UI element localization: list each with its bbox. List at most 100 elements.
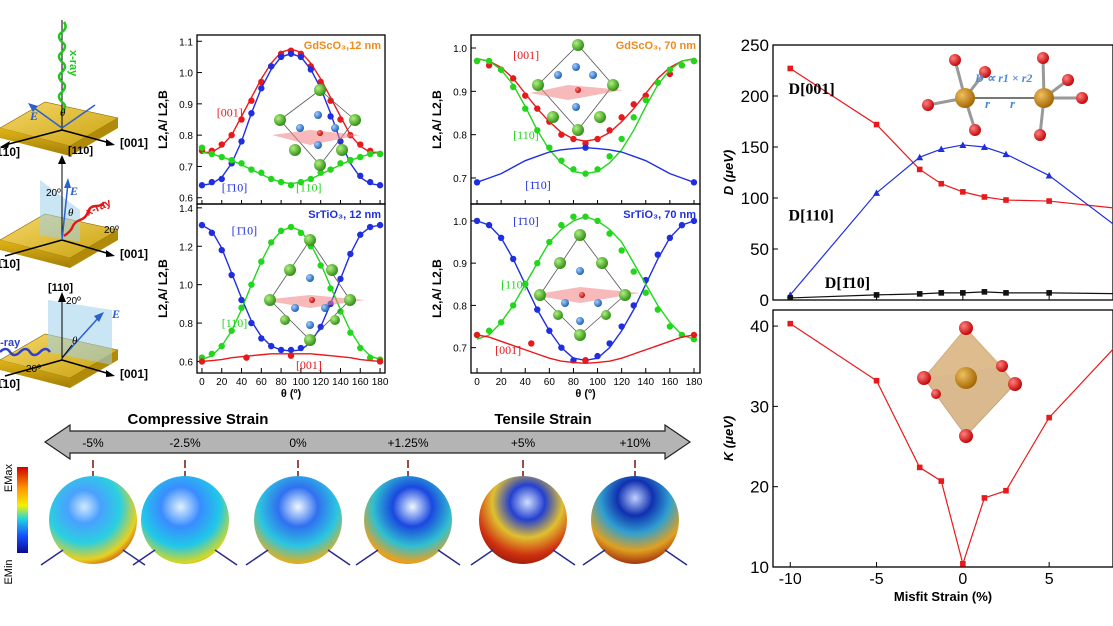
k-vs-strain-xtick-label: 0 — [958, 571, 967, 588]
srtio3-12-point — [277, 227, 285, 235]
gdsco3-70-series-label: [1̄10] — [525, 178, 551, 192]
dir-110-label-2: [110] — [68, 145, 93, 157]
plot-srtio3-12nm: 0.6 0.8 1.0 1.2 1.4 0 20 40 60 80 100 120 140 160 180 L… — [156, 203, 389, 400]
dir-001-label-3: [001] — [120, 367, 148, 381]
srtio3-70-point — [497, 319, 505, 326]
d-vs-strain-point — [981, 289, 988, 295]
srtio3-12-point — [287, 346, 295, 354]
srtio3-12-point — [208, 350, 216, 357]
k-vs-strain-point — [873, 377, 880, 384]
srtio3-70-point — [678, 221, 686, 229]
k-vs-strain-ytick-label: 10 — [750, 558, 769, 577]
srtio3-12-xlabel: θ (º) — [281, 388, 302, 400]
gdsco3-70-ytick-label: 0.8 — [453, 131, 467, 142]
strain-value-label: +1.25% — [387, 436, 428, 450]
colorbar: EMax EMin — [3, 463, 28, 585]
srtio3-70-xtick-label: 80 — [568, 377, 580, 388]
srtio3-70-point — [570, 213, 577, 220]
gdsco3-12-point — [277, 178, 285, 186]
d-vs-strain-point — [873, 121, 880, 128]
k-vs-strain-xtick-label: 5 — [1045, 571, 1054, 588]
gdsco3-70-point — [558, 157, 565, 164]
srtio3-70-ytick-label: 0.9 — [453, 259, 467, 270]
strain-value-label: -2.5% — [169, 436, 201, 450]
srtio3-70-series-label: [001] — [495, 343, 521, 357]
energy-sphere — [591, 476, 679, 564]
srtio3-70-point — [630, 268, 637, 275]
plot-gdsco3-12nm: 0.6 0.7 0.8 0.9 1.0 1.1 L2,A/ L2,B GdScO₃,12 nm… — [156, 34, 386, 205]
srtio3-12-xtick-label: 60 — [256, 377, 268, 388]
gdsco3-12-point — [198, 144, 206, 151]
srtio3-70-point — [666, 234, 674, 241]
srtio3-70-point — [606, 340, 613, 347]
gdsco3-12-series-label: [1̄10] — [222, 180, 248, 194]
gdsco3-12-point — [238, 116, 245, 123]
gdsco3-70-point — [570, 135, 577, 143]
d-vs-strain-point — [980, 143, 988, 150]
gdsco3-12-point — [228, 131, 235, 139]
srtio3-12-point — [317, 323, 324, 331]
srtio3-12-point — [366, 223, 374, 231]
d-vs-strain-point — [1002, 150, 1010, 158]
gdsco3-12-point — [218, 141, 225, 148]
r1-label: r — [985, 96, 991, 111]
srtio3-70-xtick-label: 0 — [474, 377, 480, 388]
srtio3-12-ytick-label: 0.8 — [179, 319, 193, 330]
gdsco3-12-ytick-label: 0.7 — [179, 162, 193, 173]
compressive-strain-label: Compressive Strain — [128, 411, 269, 428]
srtio3-12-xtick-label: 180 — [372, 377, 389, 388]
tensile-strain-label: Tensile Strain — [494, 411, 591, 428]
dir-1m10-label-1: [1̄10] — [0, 145, 20, 159]
srtio3-12-point — [327, 285, 334, 292]
d-vs-strain-point — [916, 291, 923, 297]
geometry-sketch-3: x-ray [110] 20º E θ 20º [001] [1̄10] — [0, 282, 148, 391]
k-vs-strain-point — [916, 464, 923, 471]
gdsco3-70-point — [666, 66, 674, 73]
d-vs-strain-ylabel: D (μeV) — [721, 150, 736, 195]
gdsco3-70-point — [642, 96, 649, 104]
srtio3-12-point — [357, 344, 364, 352]
srtio3-70-point — [666, 323, 674, 330]
gdsco3-12-point — [357, 141, 364, 148]
crystal-inset-2 — [530, 39, 623, 136]
srtio3-70-point — [690, 217, 698, 225]
srtio3-12-point — [218, 342, 225, 350]
gdsco3-70-point — [618, 114, 625, 121]
gdsco3-12-point — [327, 113, 334, 120]
gdsco3-70-point — [630, 101, 637, 108]
energy-sphere — [141, 476, 229, 564]
d-vs-strain-point — [916, 153, 924, 161]
srtio3-12-series-label: [110] — [222, 316, 248, 330]
gdsco3-12-point — [297, 178, 305, 186]
k-vs-strain-xtick-label: -10 — [779, 571, 802, 588]
gdsco3-12-point — [297, 53, 305, 61]
d-vs-strain-point — [938, 290, 945, 296]
gdsco3-70-point — [582, 170, 589, 177]
srtio3-12-point — [357, 231, 364, 238]
k-vs-strain-xlabel: Misfit Strain (%) — [894, 589, 992, 604]
srtio3-12-point — [287, 352, 295, 359]
srtio3-70-series-label: [110] — [501, 278, 527, 292]
srtio3-70-xtick-label: 180 — [686, 377, 703, 388]
energy-spheres — [40, 460, 688, 566]
geometry-sketch-2: x-ray [110] E 20º θ 20º [001] [1̄10] — [0, 145, 148, 271]
srtio3-70-point — [528, 340, 535, 347]
strain-value-label: 0% — [289, 436, 307, 450]
d-vs-strain-point — [1045, 172, 1053, 179]
d-vs-strain-point — [916, 166, 923, 173]
angle-label-3a: 20º — [66, 296, 81, 307]
srtio3-12-title: SrTiO₃, 12 nm — [308, 209, 381, 221]
d-vs-strain-point — [787, 65, 794, 72]
sphere-axis-line — [470, 549, 494, 566]
srtio3-12-point — [258, 335, 265, 342]
srtio3-12-xtick-label: 0 — [199, 377, 205, 388]
sphere-axis-line — [552, 549, 576, 566]
srtio3-70-point — [582, 213, 589, 220]
gdsco3-12-ytick-label: 0.8 — [179, 131, 193, 142]
srtio3-70-point — [558, 344, 565, 351]
srtio3-12-ytick-label: 1.0 — [179, 281, 193, 292]
theta-label-2: θ — [68, 207, 74, 219]
srtio3-70-point — [618, 247, 625, 254]
d-vs-strain-ytick-label: 50 — [750, 240, 769, 259]
